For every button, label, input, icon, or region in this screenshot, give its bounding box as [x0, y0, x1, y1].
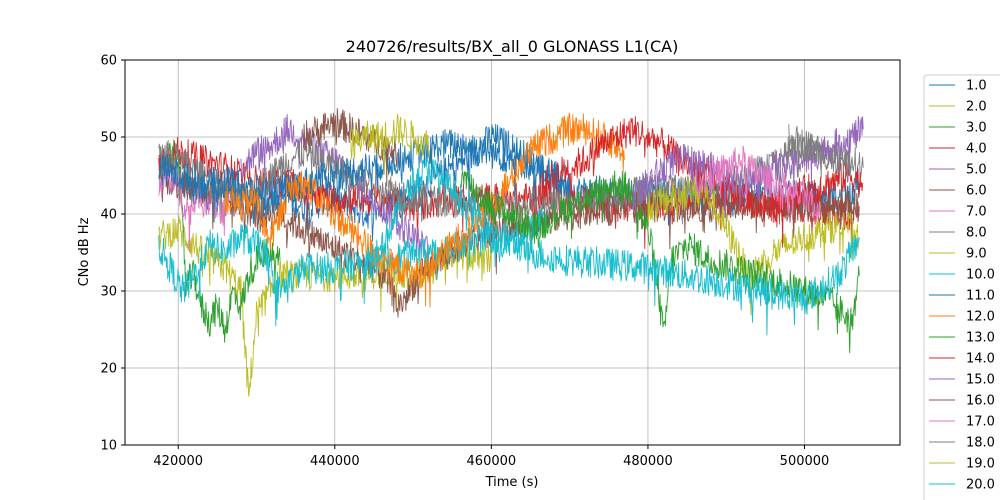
legend-label: 17.0	[966, 415, 995, 430]
legend-label: 2.0	[966, 100, 987, 115]
legend-label: 6.0	[966, 184, 987, 199]
series-line	[350, 113, 430, 175]
legend-label: 16.0	[966, 394, 995, 409]
legend-label: 18.0	[966, 436, 995, 451]
legend-label: 4.0	[966, 142, 987, 157]
legend-label: 12.0	[966, 310, 995, 325]
y-axis-label: CNo dB Hz	[77, 217, 92, 286]
legend-label: 3.0	[966, 121, 987, 136]
y-tick-label: 20	[100, 362, 117, 377]
y-tick-label: 60	[100, 54, 117, 69]
legend-label: 11.0	[966, 289, 995, 304]
legend-label: 19.0	[966, 457, 995, 472]
legend-label: 15.0	[966, 373, 995, 388]
plot-area	[158, 107, 864, 397]
legend-label: 14.0	[966, 352, 995, 367]
x-tick-label: 440000	[310, 454, 360, 469]
y-tick-label: 50	[100, 131, 117, 146]
x-tick-label: 460000	[467, 454, 517, 469]
x-axis: 420000 440000 460000 480000 500000	[153, 445, 829, 469]
series-line	[631, 115, 864, 218]
legend-label: 9.0	[966, 247, 987, 262]
x-tick-label: 500000	[780, 454, 830, 469]
series-line	[459, 170, 860, 354]
y-tick-label: 10	[100, 439, 117, 454]
series-line	[694, 145, 821, 223]
chart-title: 240726/results/BX_all_0 GLONASS L1(CA)	[346, 37, 679, 57]
x-tick-label: 480000	[623, 454, 673, 469]
series-line	[788, 124, 852, 181]
series-line	[158, 204, 547, 327]
legend-label: 20.0	[966, 478, 995, 493]
legend-label: 8.0	[966, 226, 987, 241]
y-tick-label: 40	[100, 208, 117, 223]
legend-label: 10.0	[966, 268, 995, 283]
series-line	[224, 112, 625, 308]
legend-label: 7.0	[966, 205, 987, 220]
y-tick-label: 30	[100, 285, 117, 300]
legend-label: 1.0	[966, 79, 987, 94]
legend-label: 5.0	[966, 163, 987, 178]
y-axis: 10 20 30 40 50 60	[100, 54, 125, 454]
legend-box	[923, 74, 1000, 500]
series-line	[158, 129, 571, 223]
axes-frame	[124, 59, 901, 446]
series-line	[365, 156, 860, 336]
x-axis-label: Time (s)	[485, 475, 539, 490]
legend-label: 13.0	[966, 331, 995, 346]
legend: 1.0 2.0 3.0 4.0 5.0 6.0 7.0 8.0 9.0 10.0 11.0 12.0 1…	[923, 74, 1000, 500]
x-tick-label: 420000	[153, 454, 203, 469]
